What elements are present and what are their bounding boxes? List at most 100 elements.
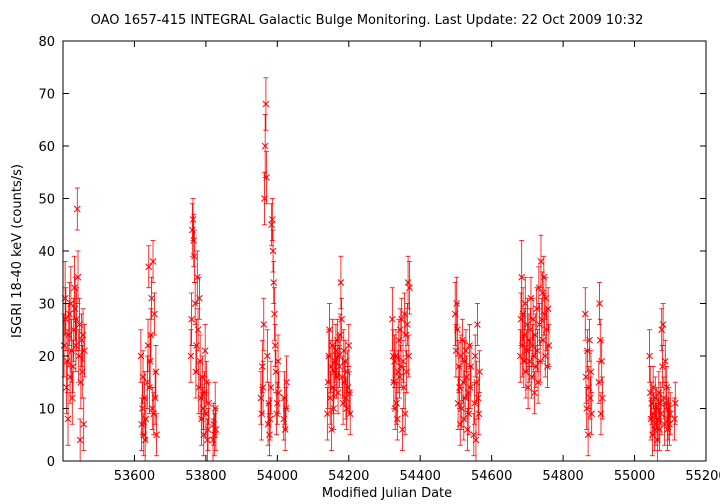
data-point xyxy=(326,303,333,357)
x-marker xyxy=(588,410,596,418)
x-marker xyxy=(467,363,475,370)
x-marker xyxy=(262,100,270,108)
x-marker xyxy=(646,389,654,397)
data-point xyxy=(196,276,203,320)
x-marker xyxy=(336,363,343,370)
data-point xyxy=(142,397,150,441)
x-marker xyxy=(464,426,471,433)
data-point xyxy=(273,381,281,425)
x-marker xyxy=(524,384,532,391)
data-point xyxy=(153,413,160,457)
x-marker xyxy=(452,347,460,355)
x-marker xyxy=(263,174,270,181)
x-marker xyxy=(474,394,482,402)
data-point xyxy=(545,324,553,367)
x-marker xyxy=(396,373,403,381)
plot-frame xyxy=(62,40,707,462)
x-marker xyxy=(73,205,81,213)
x-marker xyxy=(274,357,282,365)
data-point xyxy=(598,339,606,383)
x-marker xyxy=(398,315,406,323)
x-marker xyxy=(406,284,413,292)
x-marker xyxy=(259,384,267,391)
data-point xyxy=(470,413,478,457)
x-marker xyxy=(536,357,544,365)
x-marker xyxy=(524,321,531,328)
data-point xyxy=(147,308,155,362)
x-marker xyxy=(598,357,606,365)
y-axis: 0 10 20 30 40 50 60 70 80 xyxy=(38,35,706,470)
x-marker xyxy=(326,394,334,402)
data-point xyxy=(204,408,212,451)
x-marker xyxy=(62,315,70,323)
data-point xyxy=(271,324,279,367)
data-point xyxy=(541,334,549,378)
data-point xyxy=(337,255,345,310)
y-tick-label: 60 xyxy=(38,140,55,155)
data-point xyxy=(66,282,73,346)
data-point xyxy=(582,350,590,404)
data-point xyxy=(402,313,410,357)
x-marker xyxy=(338,315,345,323)
data-point xyxy=(330,387,338,430)
data-point xyxy=(267,360,275,415)
x-marker xyxy=(462,347,470,355)
x-marker xyxy=(401,410,409,418)
x-marker xyxy=(671,399,679,407)
x-marker xyxy=(205,399,213,407)
x-marker xyxy=(544,305,552,313)
x-marker xyxy=(647,415,655,423)
x-marker xyxy=(204,426,212,433)
data-point xyxy=(456,402,464,446)
data-point xyxy=(336,345,343,388)
x-marker xyxy=(646,352,653,360)
x-marker xyxy=(582,373,590,381)
x-marker xyxy=(77,378,85,386)
x-marker xyxy=(261,142,269,150)
x-marker xyxy=(396,326,404,334)
y-tick-label: 10 xyxy=(38,403,55,418)
x-marker xyxy=(534,347,541,355)
data-point xyxy=(260,297,268,352)
x-marker xyxy=(326,326,333,334)
x-marker xyxy=(269,247,277,255)
x-marker xyxy=(394,368,402,376)
data-point xyxy=(263,329,271,383)
x-marker xyxy=(345,342,353,349)
x-marker xyxy=(190,237,198,244)
data-point xyxy=(651,376,659,420)
data-point xyxy=(657,392,665,436)
x-marker xyxy=(203,436,211,444)
x-marker xyxy=(344,384,352,391)
x-marker xyxy=(188,315,195,323)
data-point xyxy=(404,303,411,346)
x-tick-label: 54600 xyxy=(471,469,512,484)
data-point xyxy=(269,229,277,273)
x-marker xyxy=(518,273,526,281)
x-marker xyxy=(268,221,275,229)
x-marker xyxy=(472,436,480,444)
data-point xyxy=(63,360,70,415)
x-marker xyxy=(661,357,669,365)
x-marker xyxy=(80,420,88,428)
x-marker xyxy=(271,342,279,349)
x-marker xyxy=(71,305,79,313)
y-tick-label: 20 xyxy=(38,350,55,365)
x-marker xyxy=(457,352,465,360)
data-point xyxy=(537,234,545,289)
data-point xyxy=(393,381,400,425)
x-marker xyxy=(404,321,411,328)
x-marker xyxy=(145,263,153,271)
x-marker xyxy=(283,378,290,386)
data-point xyxy=(68,371,76,425)
x-marker xyxy=(152,368,160,376)
x-marker xyxy=(586,394,594,402)
data-point xyxy=(596,282,603,325)
x-marker xyxy=(529,342,536,349)
data-point xyxy=(271,287,278,341)
data-point xyxy=(599,376,606,420)
data-point xyxy=(212,408,220,451)
x-marker xyxy=(658,326,666,334)
data-point xyxy=(471,334,479,378)
